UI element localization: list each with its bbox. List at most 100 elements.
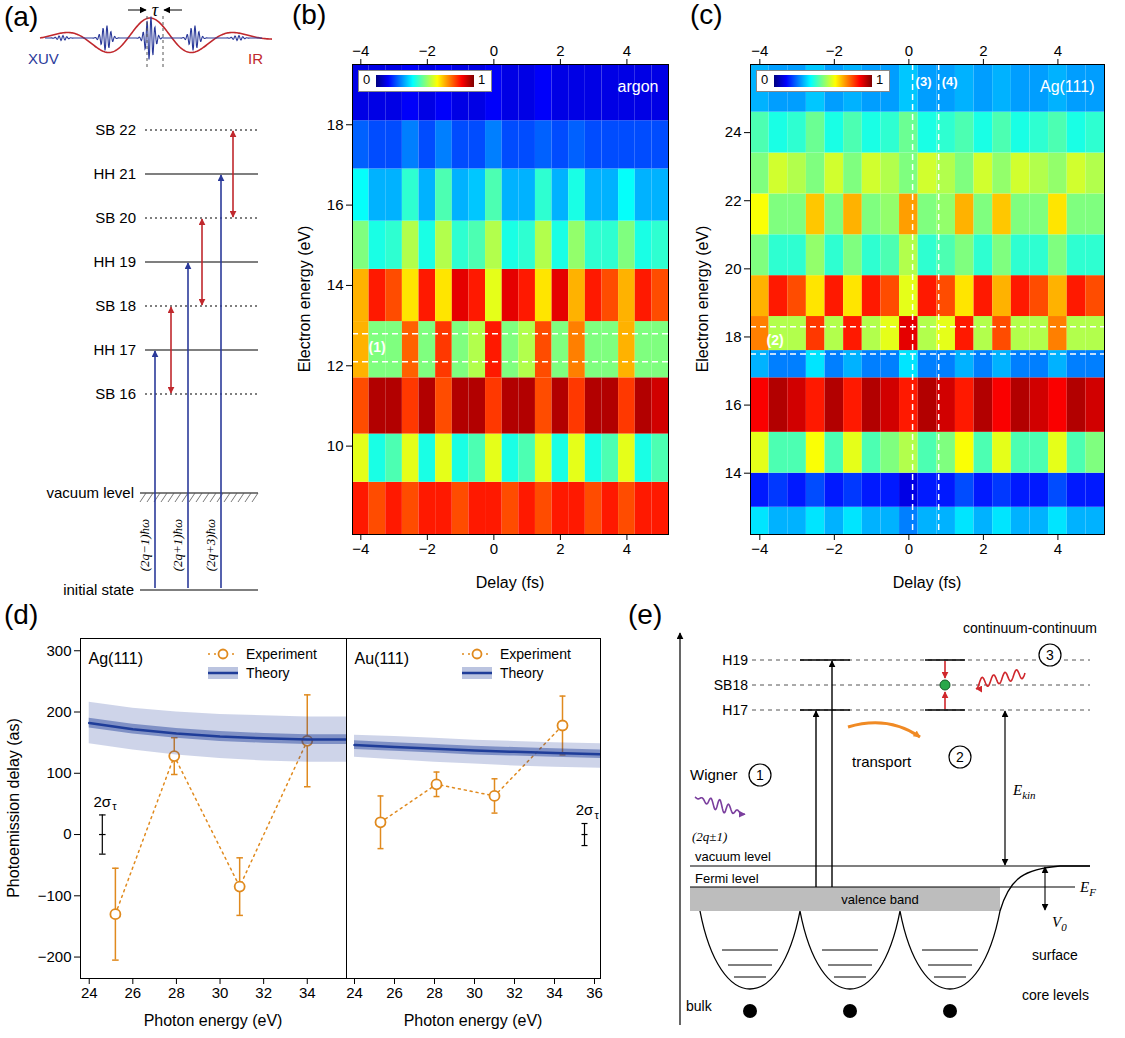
svg-text:2: 2 <box>556 540 564 557</box>
svg-text:−2: −2 <box>826 540 843 557</box>
svg-text:14: 14 <box>725 464 742 481</box>
svg-text:−4: −4 <box>352 42 369 59</box>
html-text:(a): (a) <box>4 1 39 32</box>
svg-text:−4: −4 <box>352 540 369 557</box>
svg-text:core levels: core levels <box>1022 987 1089 1003</box>
svg-text:initial state: initial state <box>63 581 134 598</box>
svg-text:SB 20: SB 20 <box>95 209 136 226</box>
svg-text:τ: τ <box>112 800 117 812</box>
svg-text:2σ: 2σ <box>576 801 594 818</box>
svg-text:continuum-continuum: continuum-continuum <box>963 620 1097 636</box>
svg-text:16: 16 <box>725 396 742 413</box>
svg-text:28: 28 <box>426 984 443 1001</box>
svg-text:(1): (1) <box>369 339 386 355</box>
html-text:(e): (e) <box>628 599 663 630</box>
svg-text:0: 0 <box>490 540 498 557</box>
svg-text:0: 0 <box>63 825 71 842</box>
svg-text:22: 22 <box>725 192 742 209</box>
svg-text:24: 24 <box>81 984 98 1001</box>
svg-text:2: 2 <box>556 42 564 59</box>
svg-text:2: 2 <box>956 749 964 765</box>
svg-text:bulk: bulk <box>686 998 713 1014</box>
svg-text:HH 17: HH 17 <box>93 341 136 358</box>
svg-text:−4: −4 <box>751 540 768 557</box>
svg-text:τ: τ <box>152 0 159 20</box>
svg-text:26: 26 <box>386 984 403 1001</box>
svg-text:0: 0 <box>905 42 913 59</box>
svg-text:2: 2 <box>979 540 987 557</box>
svg-text:36: 36 <box>586 984 603 1001</box>
svg-text:HH 21: HH 21 <box>93 165 136 182</box>
svg-text:(4): (4) <box>942 74 958 89</box>
svg-text:30: 30 <box>212 984 229 1001</box>
svg-text:1: 1 <box>756 767 764 783</box>
svg-text:HH 19: HH 19 <box>93 253 136 270</box>
svg-text:IR: IR <box>248 50 263 67</box>
svg-text:−200: −200 <box>38 948 72 965</box>
svg-text:Au(111): Au(111) <box>355 650 410 667</box>
svg-text:14: 14 <box>327 276 344 293</box>
svg-text:vacuum level: vacuum level <box>695 849 771 864</box>
svg-text:30: 30 <box>466 984 483 1001</box>
svg-text:EF: EF <box>1079 879 1096 898</box>
svg-text:24: 24 <box>725 123 742 140</box>
svg-text:4: 4 <box>1054 540 1062 557</box>
svg-text:16: 16 <box>327 196 344 213</box>
svg-text:32: 32 <box>506 984 523 1001</box>
svg-text:transport: transport <box>852 753 912 770</box>
svg-text:20: 20 <box>725 260 742 277</box>
svg-text:Ag(111): Ag(111) <box>89 650 144 667</box>
svg-text:SB 22: SB 22 <box>95 121 136 138</box>
svg-text:XUV: XUV <box>28 50 59 67</box>
svg-text:τ: τ <box>595 809 600 821</box>
svg-text:2σ: 2σ <box>93 793 111 810</box>
svg-text:100: 100 <box>46 764 71 781</box>
svg-text:200: 200 <box>46 703 71 720</box>
svg-text:28: 28 <box>168 984 185 1001</box>
svg-text:26: 26 <box>124 984 141 1001</box>
svg-text:0: 0 <box>905 540 913 557</box>
svg-text:10: 10 <box>327 437 344 454</box>
svg-text:argon: argon <box>618 78 659 95</box>
svg-text:Ag(111): Ag(111) <box>1040 78 1095 95</box>
svg-text:(2q±1): (2q±1) <box>692 829 727 844</box>
svg-text:18: 18 <box>725 328 742 345</box>
svg-text:V0: V0 <box>1052 914 1067 933</box>
svg-text:SB18: SB18 <box>714 677 748 693</box>
svg-text:(2q−1)ħω: (2q−1)ħω <box>137 519 152 572</box>
svg-text:12: 12 <box>327 357 344 374</box>
svg-text:3: 3 <box>1046 647 1054 663</box>
svg-text:−2: −2 <box>826 42 843 59</box>
svg-text:(3): (3) <box>916 74 932 89</box>
svg-text:34: 34 <box>299 984 316 1001</box>
svg-text:0: 0 <box>490 42 498 59</box>
svg-text:300: 300 <box>46 642 71 659</box>
html-text:(d): (d) <box>4 599 39 630</box>
svg-text:32: 32 <box>255 984 272 1001</box>
svg-text:24: 24 <box>346 984 363 1001</box>
svg-text:4: 4 <box>1054 42 1062 59</box>
svg-text:Wigner: Wigner <box>690 766 738 783</box>
svg-text:(2): (2) <box>767 332 784 348</box>
svg-text:4: 4 <box>623 42 631 59</box>
svg-text:Ekin: Ekin <box>1012 782 1036 801</box>
svg-text:18: 18 <box>327 116 344 133</box>
svg-text:H19: H19 <box>722 652 748 668</box>
svg-text:−2: −2 <box>419 540 436 557</box>
svg-text:SB 16: SB 16 <box>95 385 136 402</box>
svg-text:surface: surface <box>1032 947 1078 963</box>
svg-text:4: 4 <box>623 540 631 557</box>
svg-text:vacuum level: vacuum level <box>46 484 134 501</box>
svg-text:SB 18: SB 18 <box>95 297 136 314</box>
html-text:(b): (b) <box>292 0 327 30</box>
svg-text:−2: −2 <box>419 42 436 59</box>
svg-text:(2q+3)ħω: (2q+3)ħω <box>203 519 218 572</box>
svg-text:Fermi level: Fermi level <box>695 871 759 886</box>
svg-text:H17: H17 <box>722 702 748 718</box>
svg-text:2: 2 <box>979 42 987 59</box>
svg-text:−100: −100 <box>38 887 72 904</box>
svg-text:34: 34 <box>546 984 563 1001</box>
svg-text:−4: −4 <box>751 42 768 59</box>
svg-text:valence band: valence band <box>841 892 918 907</box>
svg-text:(2q+1)ħω: (2q+1)ħω <box>170 519 185 572</box>
